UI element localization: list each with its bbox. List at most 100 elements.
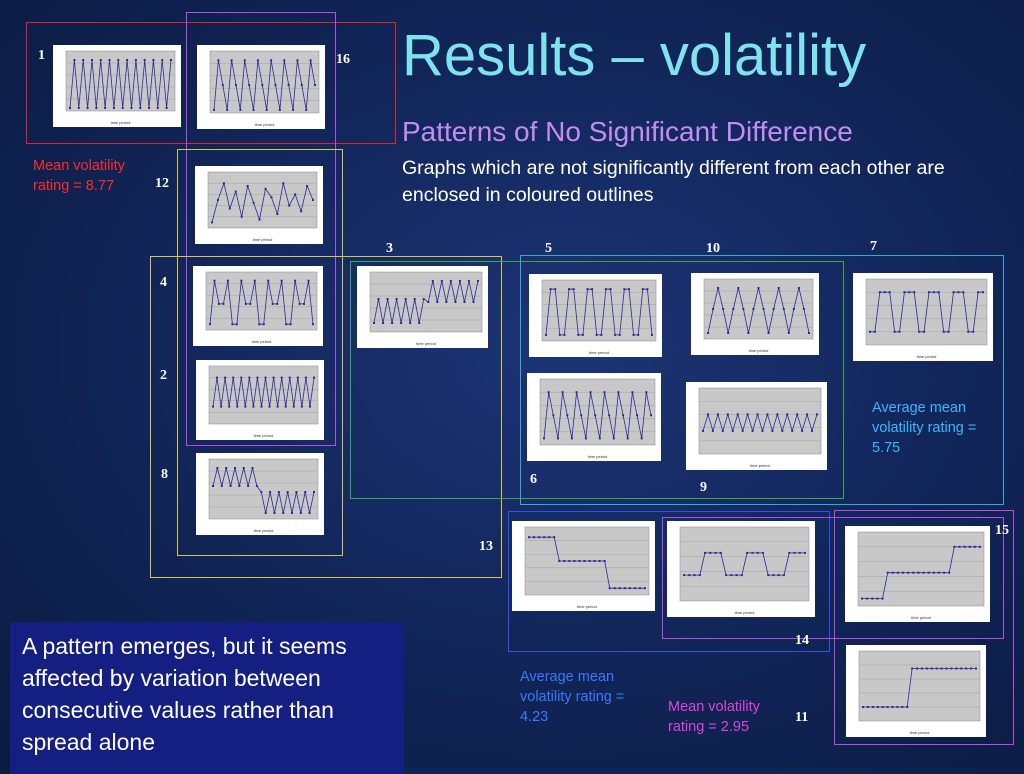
- graph-6-point: [557, 437, 559, 439]
- graph-11-point: [936, 668, 938, 670]
- graph-5-point: [600, 334, 602, 336]
- graph-4-point: [236, 323, 238, 325]
- graph-16-svg: time period: [197, 45, 325, 129]
- graph-10-point: [803, 308, 805, 310]
- graph-16-point: [283, 59, 285, 61]
- graph-6-point: [627, 437, 629, 439]
- graph-15-point: [907, 572, 909, 574]
- graph-16-point: [314, 84, 316, 86]
- graph-9-point: [702, 430, 704, 432]
- graph-10-point: [778, 287, 780, 289]
- graph-2-point: [248, 377, 250, 379]
- graph-5-point: [646, 288, 648, 290]
- graph-number-13: 13: [479, 539, 493, 555]
- graph-14-point: [741, 574, 743, 576]
- graph-8-point: [300, 512, 302, 514]
- graph-15-point: [948, 572, 950, 574]
- graph-thumbnail-9: time period: [686, 382, 827, 470]
- graph-4-x-axis-label: time period: [252, 339, 272, 344]
- graph-11-point: [975, 668, 977, 670]
- graph-9-point: [752, 430, 754, 432]
- graph-9-point: [791, 430, 793, 432]
- graph-2-point: [260, 406, 262, 408]
- graph-4-point: [222, 303, 224, 305]
- graph-number-16: 16: [336, 52, 350, 68]
- graph-3-svg: time period: [357, 266, 488, 348]
- graph-8-point: [256, 485, 258, 487]
- graph-1-point: [87, 107, 89, 109]
- graph-8-point: [225, 467, 227, 469]
- graph-8-point: [221, 485, 223, 487]
- graph-16-point: [253, 109, 255, 111]
- graph-15-point: [928, 572, 930, 574]
- graph-1-point: [157, 107, 159, 109]
- graph-12-svg: time period: [195, 166, 323, 244]
- graph-16-point: [301, 84, 303, 86]
- graph-1-point: [69, 107, 71, 109]
- graph-2-point: [293, 406, 295, 408]
- graph-10-point: [747, 332, 749, 334]
- graph-thumbnail-14: time period: [667, 521, 815, 617]
- graph-16-point: [222, 84, 224, 86]
- graph-4-point: [240, 280, 242, 282]
- graph-8-point: [212, 485, 214, 487]
- graph-3-x-axis-label: time period: [416, 341, 436, 346]
- graph-12-point: [223, 182, 225, 184]
- graph-8-point: [295, 491, 297, 493]
- graph-2-point: [228, 406, 230, 408]
- graph-7-point: [943, 331, 945, 333]
- graph-4-point: [218, 303, 220, 305]
- slide-subtitle: Patterns of No Significant Difference: [402, 116, 853, 148]
- graph-thumbnail-10: time period: [691, 273, 819, 355]
- graph-9-point: [771, 430, 773, 432]
- graph-14-point: [757, 552, 759, 554]
- graph-6-point: [599, 437, 601, 439]
- graph-3-point: [454, 301, 456, 303]
- graph-1-point: [100, 59, 102, 61]
- graph-5-point: [577, 334, 579, 336]
- graph-12-point: [294, 193, 296, 195]
- graph-9-point: [761, 430, 763, 432]
- graph-7-point: [972, 331, 974, 333]
- graph-number-1: 1: [38, 48, 45, 64]
- graph-8-point: [309, 512, 311, 514]
- graph-12-point: [211, 221, 213, 223]
- graph-6-point: [617, 391, 619, 393]
- graph-2-point: [212, 406, 214, 408]
- graph-6-point: [594, 414, 596, 416]
- graph-8-x-axis-label: time period: [254, 528, 274, 533]
- graph-1-x-axis-label: time period: [111, 120, 131, 125]
- graph-8-point: [269, 491, 271, 493]
- graph-8-point: [260, 491, 262, 493]
- graph-11-point: [906, 706, 908, 708]
- graph-12-point: [235, 191, 237, 193]
- graph-10-point: [727, 332, 729, 334]
- graph-11-point: [955, 668, 957, 670]
- graph-8-point: [304, 491, 306, 493]
- graph-10-point: [752, 308, 754, 310]
- graph-number-3: 3: [386, 241, 393, 257]
- graph-16-point: [288, 84, 290, 86]
- graph-4-point: [276, 303, 278, 305]
- graph-thumbnail-5: time period: [529, 274, 662, 357]
- graph-15-point: [979, 546, 981, 548]
- graph-13-point: [578, 560, 580, 562]
- graph-7-point: [933, 291, 935, 293]
- graph-11-point: [970, 668, 972, 670]
- graph-3-point: [418, 322, 420, 324]
- graph-7-point: [889, 291, 891, 293]
- graph-10-point: [768, 332, 770, 334]
- graph-7-point: [982, 291, 984, 293]
- graph-8-point: [287, 491, 289, 493]
- graph-7-point: [884, 291, 886, 293]
- graph-11-point: [867, 706, 869, 708]
- graph-3-point: [382, 322, 384, 324]
- graph-10-point: [773, 308, 775, 310]
- graph-11-point: [911, 668, 913, 670]
- graph-14-point: [694, 574, 696, 576]
- graph-9-point: [781, 430, 783, 432]
- graph-1-point: [166, 107, 168, 109]
- graph-8-point: [282, 512, 284, 514]
- graph-13-point: [528, 536, 530, 538]
- graph-8-svg: time period: [196, 453, 324, 535]
